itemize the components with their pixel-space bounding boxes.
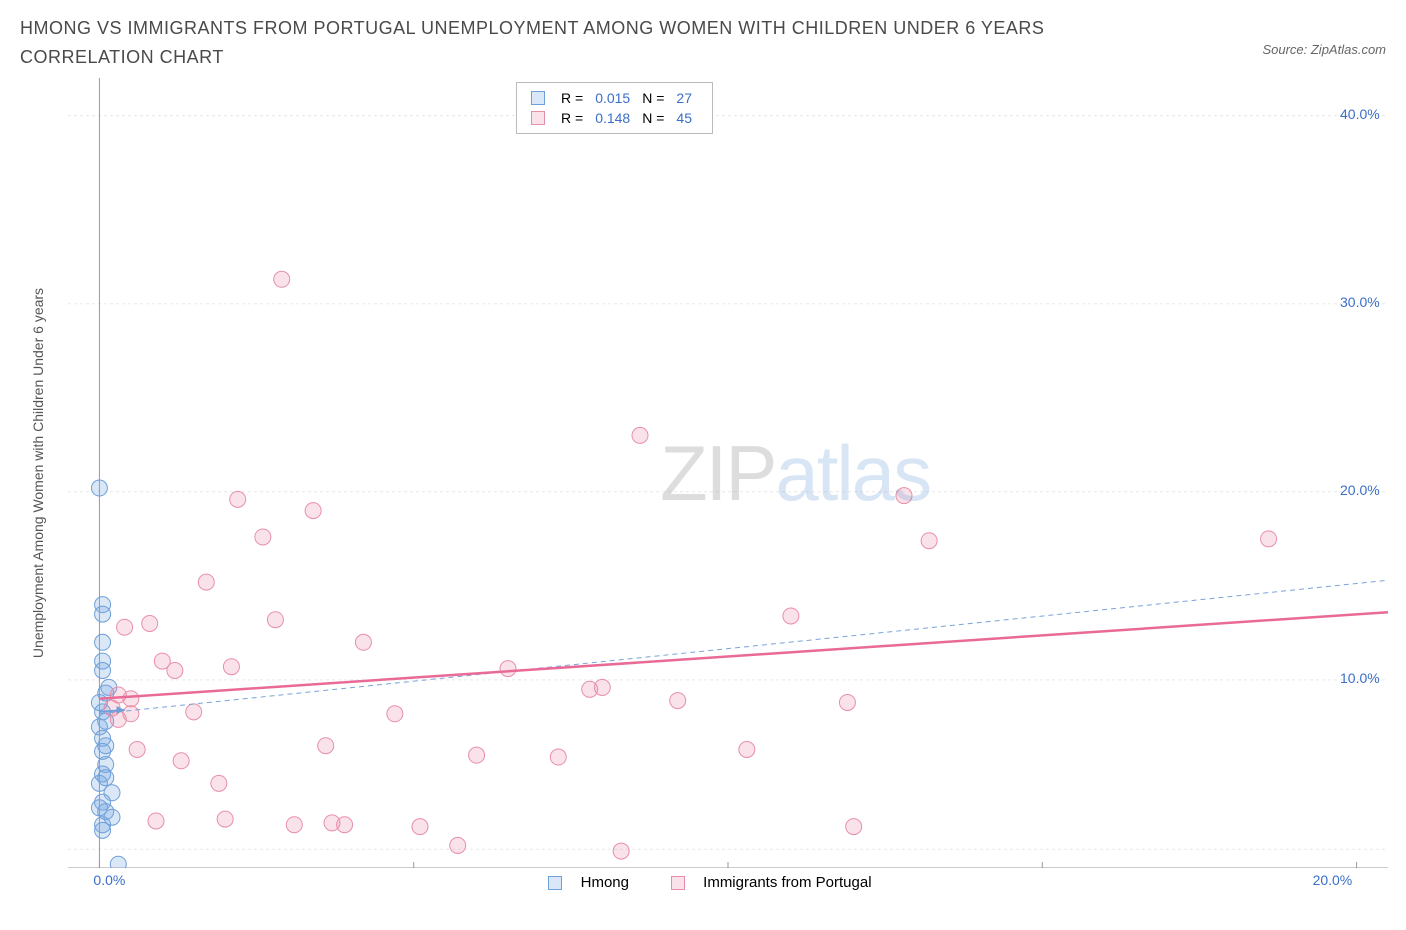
y-tick-label: 10.0% — [1340, 670, 1380, 686]
stats-row: R =0.148N =45 — [529, 109, 700, 127]
legend-item: Immigrants from Portugal — [657, 874, 872, 891]
stats-table: R =0.015N =27 R =0.148N =45 — [527, 87, 702, 129]
scatter-plot — [68, 78, 1388, 868]
chart-container: Unemployment Among Women with Children U… — [20, 78, 1386, 868]
x-tick-label: 20.0% — [1313, 872, 1353, 888]
legend-item: Hmong — [534, 874, 629, 891]
y-axis-label: Unemployment Among Women with Children U… — [30, 223, 46, 723]
y-tick-label: 40.0% — [1340, 106, 1380, 122]
y-tick-label: 30.0% — [1340, 294, 1380, 310]
y-tick-label: 20.0% — [1340, 482, 1380, 498]
stats-row: R =0.015N =27 — [529, 89, 700, 107]
x-tick-label: 0.0% — [93, 872, 125, 888]
stats-legend-box: R =0.015N =27 R =0.148N =45 — [516, 82, 713, 134]
chart-source: Source: ZipAtlas.com — [1262, 42, 1386, 57]
chart-header: HMONG VS IMMIGRANTS FROM PORTUGAL UNEMPL… — [20, 14, 1386, 72]
chart-title: HMONG VS IMMIGRANTS FROM PORTUGAL UNEMPL… — [20, 14, 1140, 72]
series-legend: Hmong Immigrants from Portugal — [20, 874, 1386, 891]
